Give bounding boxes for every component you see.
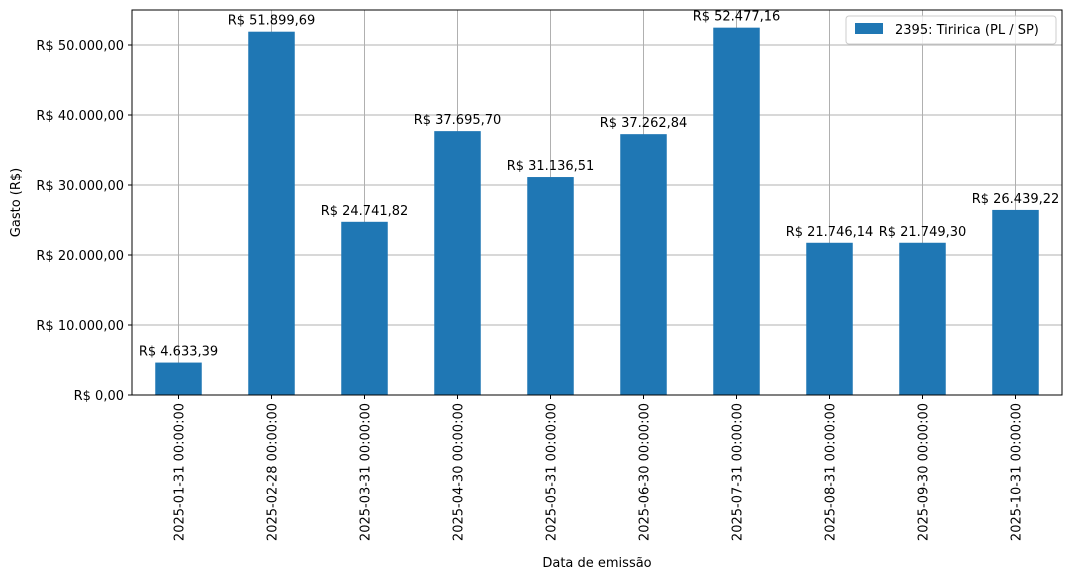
y-tick-label: R$ 0,00 (74, 389, 124, 404)
bar-value-label: R$ 31.136,51 (507, 159, 595, 174)
x-tick-label: 2025-05-31 00:00:00 (545, 403, 560, 541)
x-tick-label: 2025-10-31 00:00:00 (1010, 403, 1025, 541)
x-tick-label: 2025-09-30 00:00:00 (917, 403, 932, 541)
legend-entry: 2395: Tiririca (PL / SP) (895, 23, 1039, 38)
bar (527, 177, 574, 395)
x-tick-label: 2025-01-31 00:00:00 (173, 403, 188, 541)
bar (899, 242, 946, 395)
bar-value-label: R$ 37.695,70 (414, 113, 502, 128)
y-tick-label: R$ 30.000,00 (36, 179, 124, 194)
bar (713, 27, 760, 395)
x-tick-label: 2025-08-31 00:00:00 (824, 403, 839, 541)
bar-value-label: R$ 52.477,16 (693, 10, 781, 25)
bar (248, 31, 295, 395)
plot-frame (131, 9, 1063, 396)
x-tick-label: 2025-02-28 00:00:00 (266, 403, 281, 541)
bar-value-label: R$ 37.262,84 (600, 116, 688, 131)
legend-swatch (855, 23, 883, 34)
y-axis-label: Gasto (R$) (9, 168, 24, 237)
legend-box (845, 15, 1057, 45)
bar (806, 242, 853, 395)
y-tick-label: R$ 40.000,00 (36, 109, 124, 124)
bar-value-label: R$ 21.749,30 (879, 225, 967, 240)
bar (992, 209, 1039, 395)
x-tick-label: 2025-06-30 00:00:00 (638, 403, 653, 541)
bar (155, 362, 202, 395)
bar-value-label: R$ 21.746,14 (786, 225, 874, 240)
bar-value-label: R$ 51.899,69 (228, 14, 316, 29)
bars (155, 27, 1039, 395)
bar (620, 134, 667, 395)
y-tick-label: R$ 10.000,00 (36, 319, 124, 334)
bar-value-label: R$ 4.633,39 (139, 345, 218, 360)
x-tick-label: 2025-07-31 00:00:00 (731, 403, 746, 541)
bar-value-label: R$ 24.741,82 (321, 204, 409, 219)
legend: 2395: Tiririca (PL / SP) (845, 15, 1057, 45)
y-axis-ticks: R$ 0,00 R$ 10.000,00 R$ 20.000,00 R$ 30.000… (36, 39, 132, 404)
bar-value-label: R$ 26.439,22 (972, 192, 1060, 207)
x-axis-ticks: 2025-01-31 00:00:00 2025-02-28 00:00:00 20… (173, 395, 1025, 541)
x-tick-label: 2025-04-30 00:00:00 (452, 403, 467, 541)
x-tick-label: 2025-03-31 00:00:00 (359, 403, 374, 541)
y-tick-label: R$ 20.000,00 (36, 249, 124, 264)
bar (434, 131, 481, 395)
data-labels: R$ 4.633,39 R$ 51.899,69 R$ 24.741,82 R$ 37… (139, 10, 1059, 360)
bar (341, 221, 388, 395)
y-tick-label: R$ 50.000,00 (36, 39, 124, 54)
x-axis-label: Data de emissão (542, 556, 651, 571)
